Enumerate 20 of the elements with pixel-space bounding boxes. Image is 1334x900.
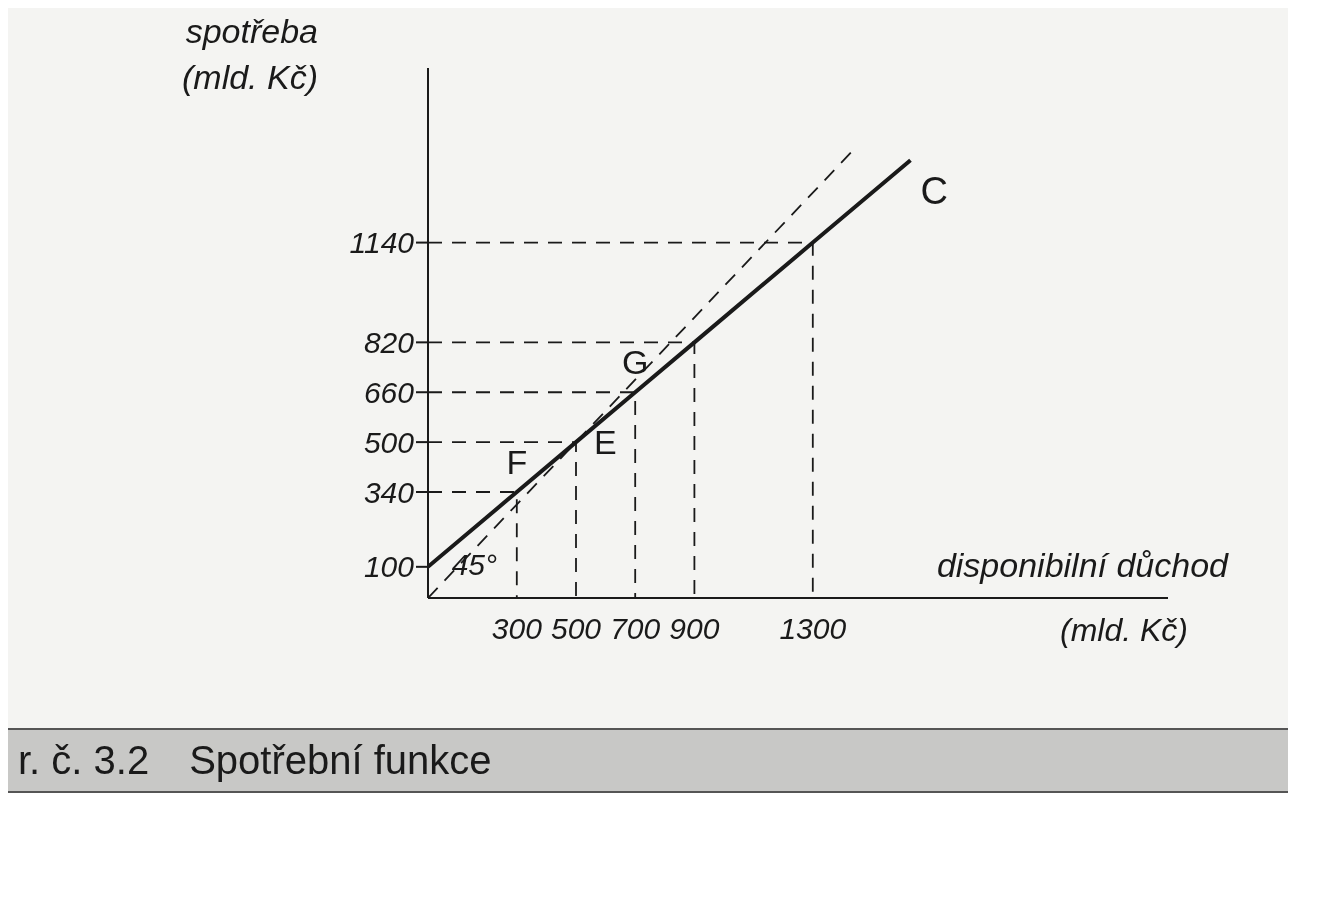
y-tick-label: 660	[363, 375, 415, 409]
text: r. č. 3.2	[18, 738, 150, 783]
annotation: G	[621, 343, 649, 382]
y-tick-label: 1140	[349, 226, 415, 260]
x-tick-label: 300	[491, 612, 543, 646]
y-tick-label: 100	[363, 550, 415, 584]
annotation: 45°	[451, 548, 498, 582]
y-tick-label: 500	[363, 425, 415, 459]
annotation: F	[506, 443, 528, 481]
x-tick-label: 500	[550, 612, 602, 646]
x-axis-title: disponibilní důchod (mld. Kč)	[936, 546, 1228, 649]
x-tick-label: 900	[669, 612, 720, 646]
annotation: E	[594, 423, 617, 462]
y-axis-title: spotřeba (mld. Kč)	[181, 11, 318, 98]
x-tick-label: 1300	[779, 612, 847, 646]
y-tick-label: 340	[363, 475, 415, 509]
series-label: C	[920, 170, 948, 214]
text: Spotřební funkce	[189, 738, 492, 783]
y-tick-label: 820	[363, 326, 415, 359]
x-tick-label: 700	[610, 612, 661, 646]
